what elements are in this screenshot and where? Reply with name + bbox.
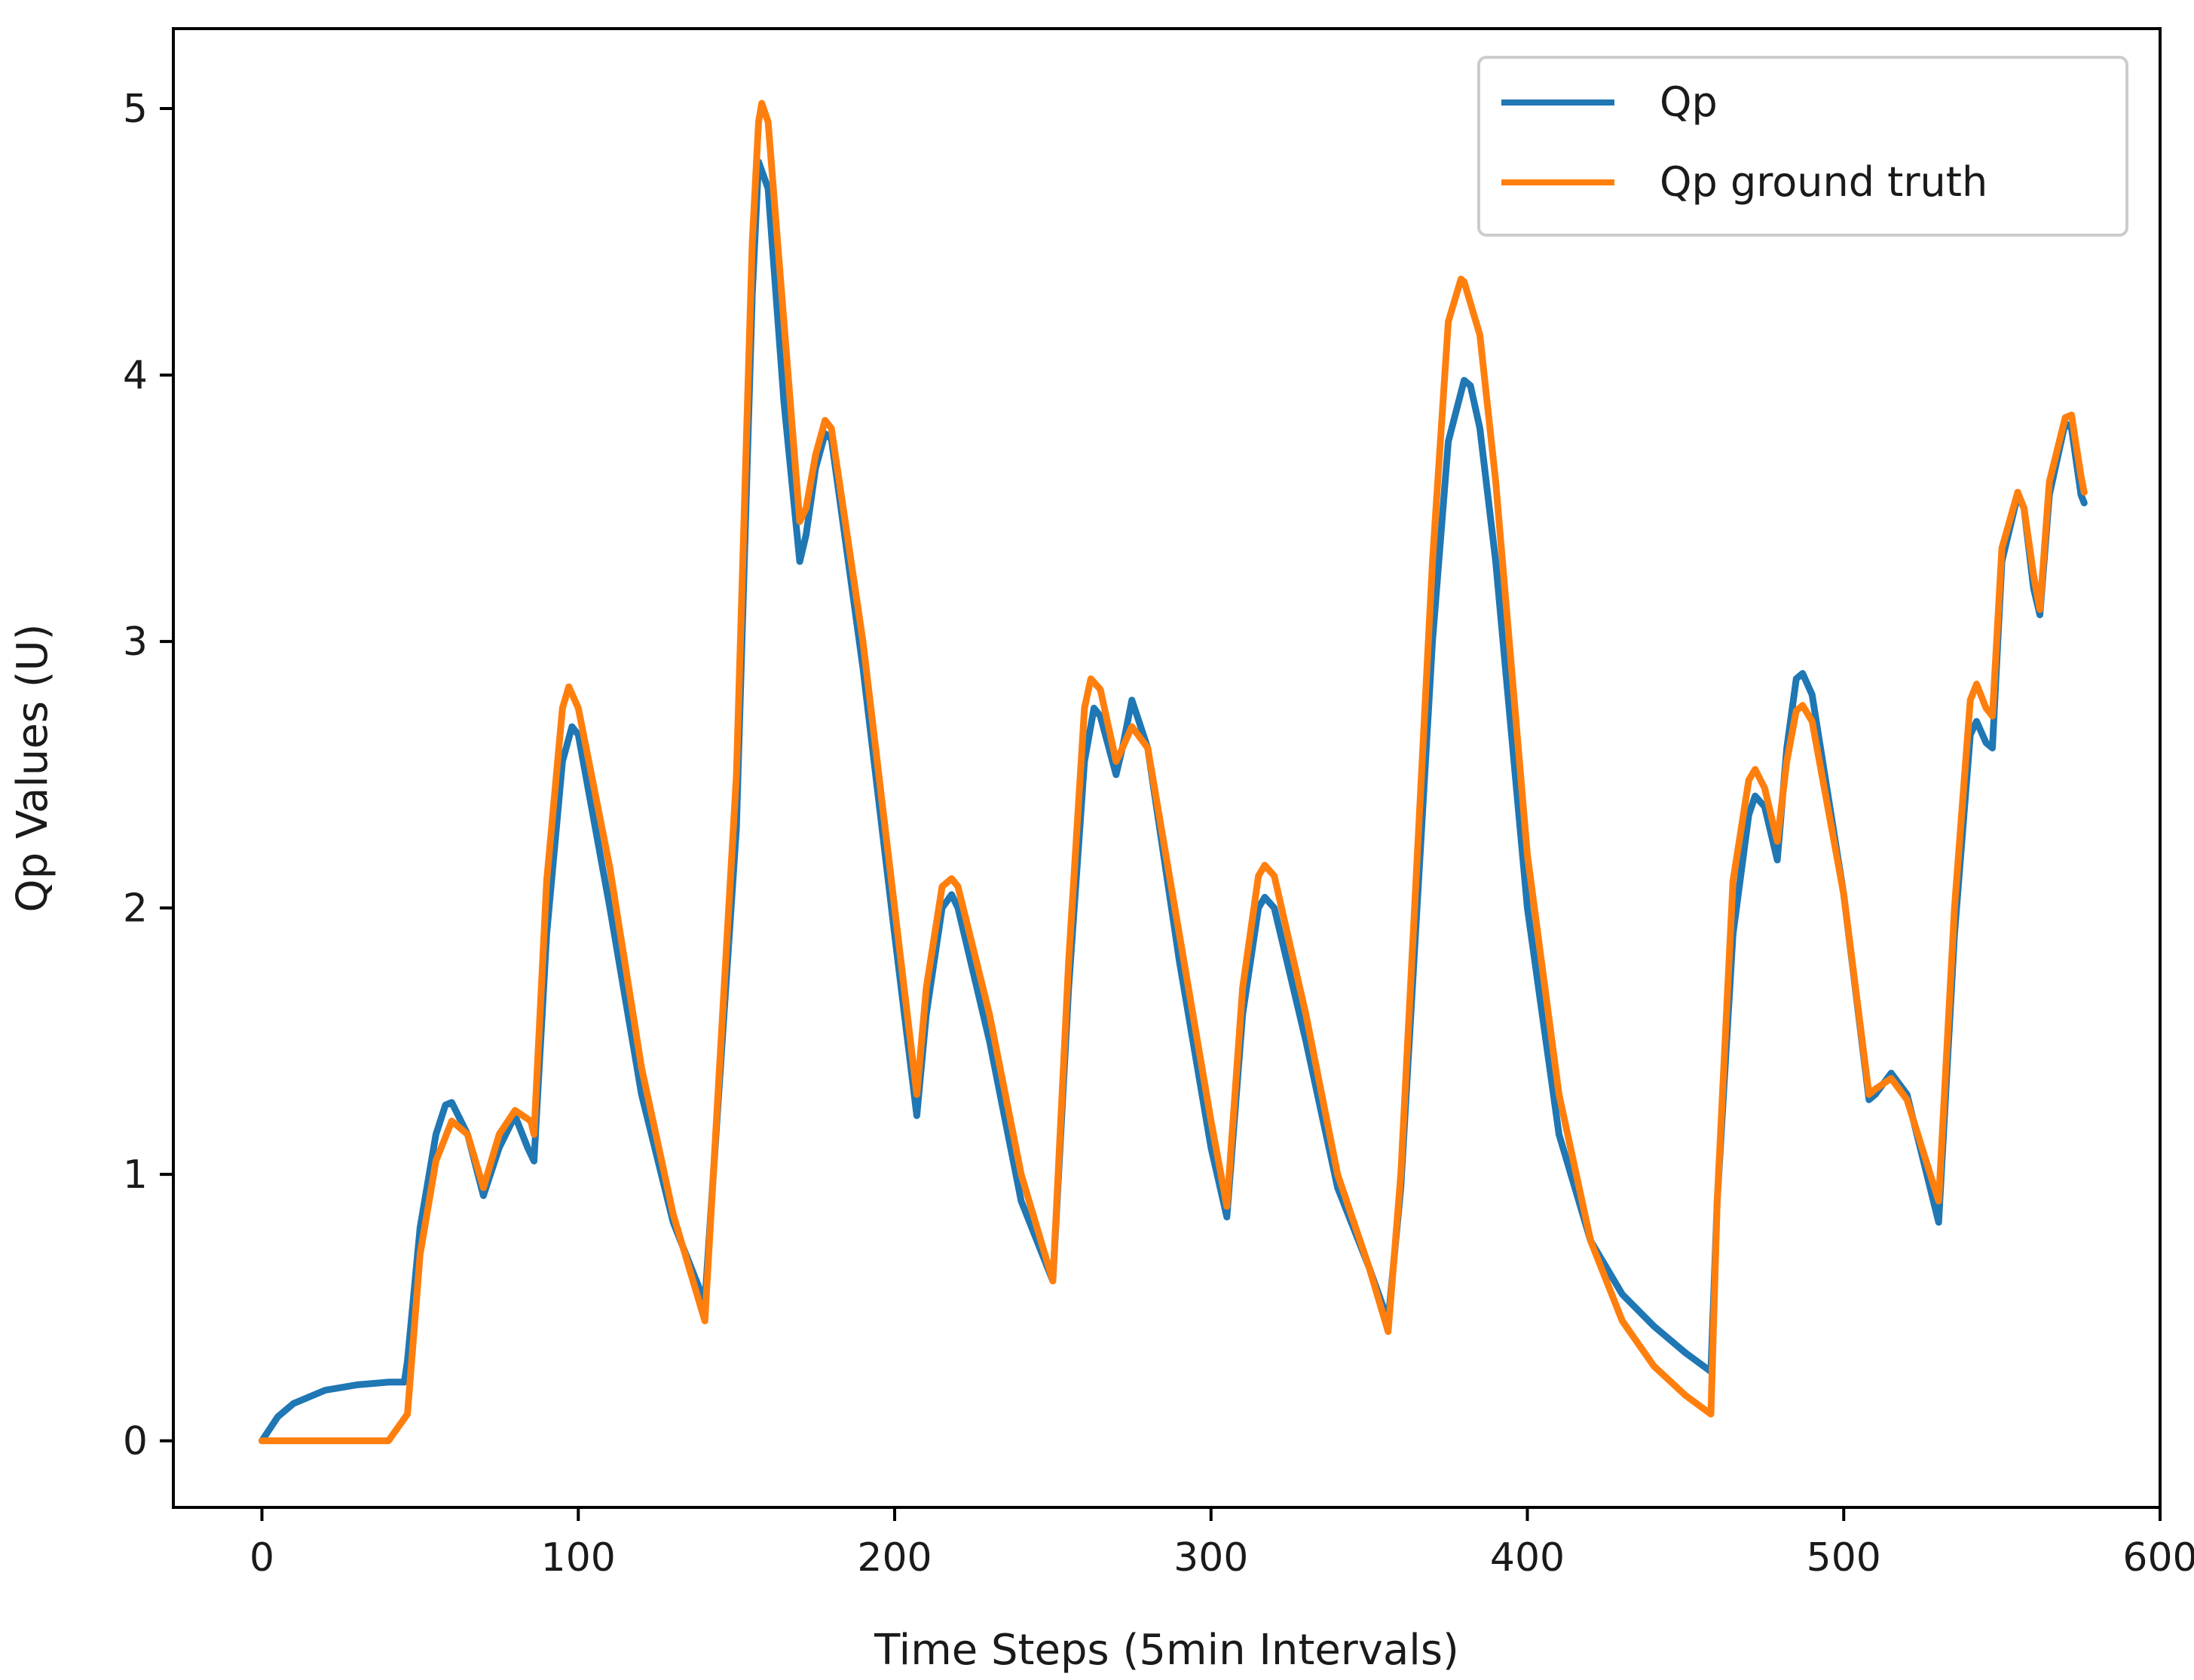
x-tick-label: 200 (857, 1535, 932, 1581)
legend-label-qp: Qp (1660, 78, 1718, 126)
x-tick-label: 300 (1173, 1535, 1248, 1581)
series-line-qp (259, 158, 2088, 1445)
y-tick-label: 3 (123, 620, 148, 665)
x-tick-label: 100 (541, 1535, 616, 1581)
legend-label-qp-ground-truth: Qp ground truth (1660, 158, 1987, 206)
y-tick-label: 4 (123, 353, 148, 399)
y-tick-label: 5 (123, 87, 148, 132)
legend-box (1477, 56, 2128, 237)
x-axis: 0 100 200 300 400 500 600 (249, 1507, 2194, 1581)
x-tick-label: 400 (1490, 1535, 1565, 1581)
x-tick-label: 600 (2122, 1535, 2194, 1581)
y-axis-label: Qp Values (U) (8, 624, 57, 913)
legend: Qp Qp ground truth (1477, 56, 2128, 237)
series-line-qp-ground-truth (259, 99, 2088, 1445)
plot-frame (172, 27, 2162, 1509)
y-tick-label: 1 (123, 1152, 148, 1198)
y-tick-label: 2 (123, 886, 148, 932)
series-layer (259, 99, 2088, 1445)
x-tick-label: 0 (249, 1535, 274, 1581)
y-axis: 0 1 2 3 4 5 (123, 87, 173, 1464)
y-tick-label: 0 (123, 1419, 148, 1464)
x-tick-label: 500 (1807, 1535, 1881, 1581)
x-axis-label: Time Steps (5min Intervals) (874, 1626, 1459, 1675)
